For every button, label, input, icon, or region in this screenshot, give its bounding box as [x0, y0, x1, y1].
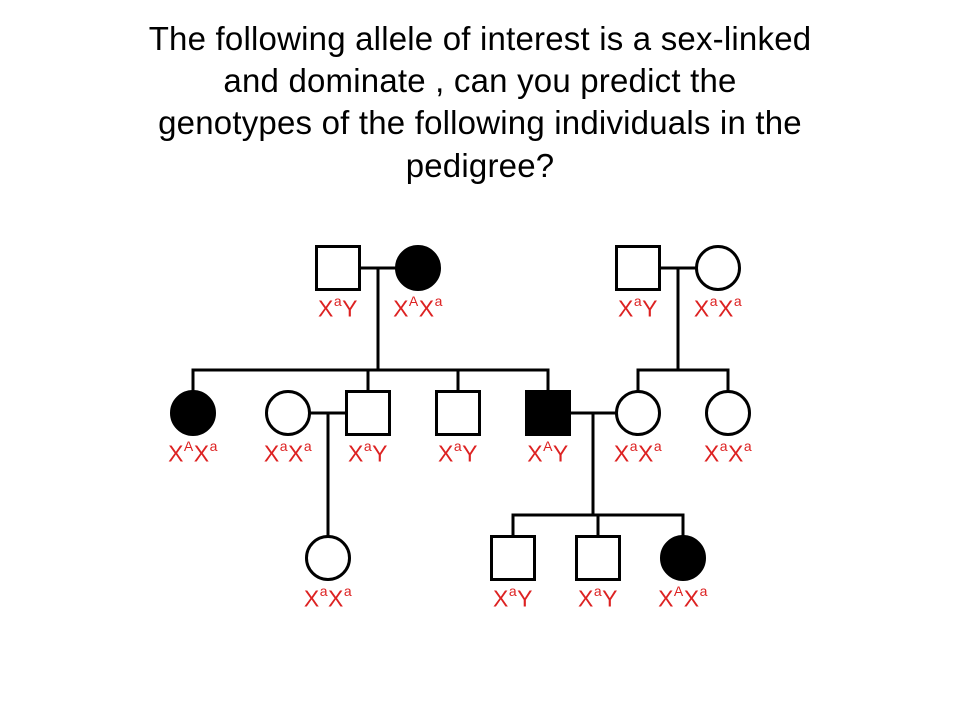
page-title: The following allele of interest is a se…	[0, 18, 960, 187]
genotype-label-III1: XaXa	[283, 585, 373, 613]
pedigree-male-II4	[435, 390, 481, 436]
pedigree-male-II3	[345, 390, 391, 436]
genotype-label-I1: XaY	[293, 295, 383, 323]
genotype-label-II1: XAXa	[148, 440, 238, 468]
genotype-label-II7: XaXa	[683, 440, 773, 468]
genotype-label-III3: XaY	[553, 585, 643, 613]
genotype-label-III2: XaY	[468, 585, 558, 613]
title-line-3: pedigree?	[406, 147, 555, 184]
pedigree-female-III4	[660, 535, 706, 581]
pedigree-male-III2	[490, 535, 536, 581]
genotype-label-II6: XaXa	[593, 440, 683, 468]
genotype-label-II5: XAY	[503, 440, 593, 468]
pedigree-female-II2	[265, 390, 311, 436]
title-line-2: genotypes of the following individuals i…	[158, 104, 802, 141]
genotype-label-II4: XaY	[413, 440, 503, 468]
pedigree-male-III3	[575, 535, 621, 581]
pedigree-male-I1	[315, 245, 361, 291]
pedigree-chart: XaYXAXaXaYXaXaXAXaXaXaXaYXaYXAYXaXaXaXaX…	[145, 225, 815, 645]
genotype-label-II2: XaXa	[243, 440, 333, 468]
pedigree-female-II6	[615, 390, 661, 436]
title-line-0: The following allele of interest is a se…	[149, 20, 812, 57]
pedigree-male-I3	[615, 245, 661, 291]
pedigree-female-I4	[695, 245, 741, 291]
genotype-label-III4: XAXa	[638, 585, 728, 613]
genotype-label-II3: XaY	[323, 440, 413, 468]
title-line-1: and dominate , can you predict the	[223, 62, 736, 99]
genotype-label-I2: XAXa	[373, 295, 463, 323]
pedigree-female-III1	[305, 535, 351, 581]
genotype-label-I3: XaY	[593, 295, 683, 323]
pedigree-female-I2	[395, 245, 441, 291]
pedigree-male-II5	[525, 390, 571, 436]
pedigree-female-II1	[170, 390, 216, 436]
genotype-label-I4: XaXa	[673, 295, 763, 323]
pedigree-female-II7	[705, 390, 751, 436]
